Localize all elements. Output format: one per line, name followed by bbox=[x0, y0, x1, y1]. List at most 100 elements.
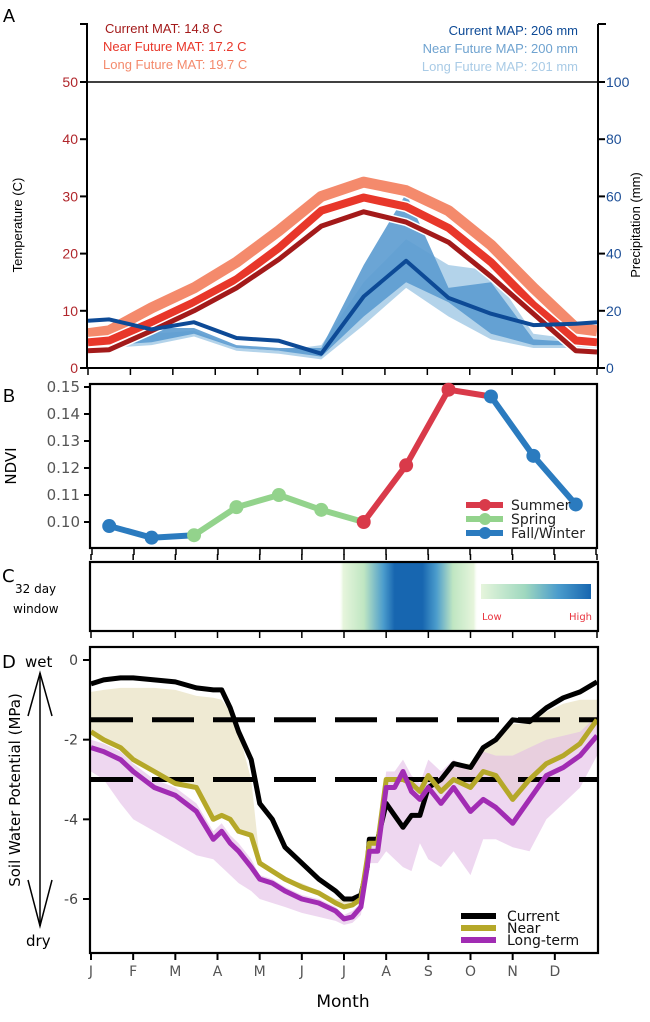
dry-label: dry bbox=[26, 932, 51, 950]
precip-tick-label: 60 bbox=[606, 188, 622, 204]
soil-tick-label: -2 bbox=[64, 733, 78, 749]
wet-dry-arrow bbox=[27, 670, 53, 929]
precip-band-near-future bbox=[88, 193, 597, 357]
ndvi-tick-label: 0.11 bbox=[47, 486, 80, 504]
panel-c: C 32 day window Low High bbox=[2, 554, 600, 638]
precipitation-lines bbox=[87, 258, 598, 356]
arrow-up-head-icon bbox=[27, 670, 53, 717]
ndvi-point bbox=[229, 500, 244, 515]
ndvi-point bbox=[356, 515, 371, 529]
month-axis-label: Month bbox=[316, 992, 369, 1012]
panel-b: B 0.10 0.11 0.12 0.13 0.14 0.15 NDVI SummerSp… bbox=[2, 378, 599, 555]
ndvi-segment-summer bbox=[360, 386, 452, 525]
panel-a-label: A bbox=[3, 6, 15, 26]
soil-water-axis-label: Soil Water Potential (MPa) bbox=[6, 693, 24, 887]
ndvi-point bbox=[568, 497, 583, 512]
legend-swatch-point bbox=[479, 499, 491, 511]
month-tick-label: J bbox=[88, 964, 93, 980]
month-tick-label: D bbox=[549, 964, 560, 980]
temp-tick-label: 40 bbox=[62, 131, 78, 147]
arrow-down-head-icon bbox=[27, 879, 53, 929]
ndvi-point bbox=[441, 382, 456, 397]
legend-label-near: Near bbox=[507, 921, 541, 937]
current-mat-annotation: Current MAT: 14.8 C bbox=[105, 21, 223, 36]
precip-tick-label: 80 bbox=[606, 131, 622, 147]
legend-label-fall-winter: Fall/Winter bbox=[511, 526, 585, 542]
ndvi-axis-label: NDVI bbox=[2, 447, 20, 484]
ndvi-point bbox=[314, 502, 329, 517]
panel-b-label: B bbox=[3, 386, 15, 406]
month-tick-label: A bbox=[213, 964, 223, 980]
temp-line-long-future bbox=[87, 176, 598, 340]
month-tick-label: M bbox=[254, 964, 266, 980]
precip-band-long-future bbox=[88, 239, 597, 360]
precipitation-axis-label: Precipitation (mm) bbox=[628, 172, 643, 277]
month-tick-label: S bbox=[424, 964, 433, 980]
month-tick-label: M bbox=[169, 964, 181, 980]
panel-d-label: D bbox=[2, 652, 16, 673]
window-label-line-2: window bbox=[13, 602, 59, 616]
precip-tick-label: 20 bbox=[606, 303, 622, 319]
legend-swatch-current bbox=[461, 913, 496, 919]
band-near-range bbox=[91, 687, 597, 907]
precip-tick-label: 0 bbox=[606, 360, 614, 376]
wet-label: wet bbox=[25, 653, 52, 671]
legend-swatch-long-term bbox=[461, 937, 496, 943]
temperature-lines bbox=[87, 175, 598, 356]
window-heat-band bbox=[339, 563, 478, 630]
window-label-line-1: 32 day bbox=[15, 582, 56, 596]
legend-label-long-term: Long-term bbox=[507, 933, 579, 949]
ndvi-tick-label: 0.14 bbox=[47, 405, 80, 423]
colorbar-low-label: Low bbox=[482, 612, 502, 623]
temp-tick-label: 30 bbox=[62, 188, 78, 204]
ndvi-tick-label: 0.15 bbox=[47, 378, 80, 396]
panel-c-ticks bbox=[90, 554, 598, 638]
legend-swatch-point bbox=[479, 527, 491, 539]
temp-tick-label: 50 bbox=[62, 74, 78, 90]
long-future-mat-annotation: Long Future MAT: 19.7 C bbox=[103, 57, 247, 72]
ndvi-tick-label: 0.12 bbox=[47, 459, 80, 477]
near-future-map-annotation: Near Future MAP: 200 mm bbox=[423, 41, 578, 56]
soil-water-bands bbox=[91, 687, 597, 925]
ndvi-lines bbox=[102, 382, 583, 545]
ndvi-point bbox=[187, 528, 202, 543]
ndvi-tick-label: 0.10 bbox=[47, 513, 80, 531]
precipitation-bands bbox=[88, 193, 597, 360]
precip-tick-label: 40 bbox=[606, 246, 622, 262]
soil-tick-label: -4 bbox=[64, 812, 78, 828]
temperature-axis-label: Temperature (C) bbox=[10, 178, 25, 273]
soil-tick-label: 0 bbox=[69, 653, 78, 669]
precip-line-current bbox=[87, 258, 598, 356]
soil-line-long-term bbox=[90, 734, 599, 922]
legend-label-summer: Summer bbox=[511, 498, 571, 514]
month-tick-label: O bbox=[465, 964, 476, 980]
panel-d-ticks: 0 -2 -4 -6 J F M A M J J A S O N D bbox=[64, 653, 560, 980]
legend-label-current: Current bbox=[507, 909, 560, 925]
ndvi-point bbox=[102, 519, 117, 534]
colorbar bbox=[481, 584, 591, 599]
month-tick-label: A bbox=[381, 964, 391, 980]
temp-line-near-future bbox=[87, 193, 598, 347]
temp-tick-label: 0 bbox=[70, 360, 78, 376]
ndvi-point bbox=[144, 530, 159, 545]
temp-tick-label: 10 bbox=[62, 303, 78, 319]
panel-c-label: C bbox=[2, 566, 15, 587]
threshold-lines bbox=[91, 717, 597, 782]
month-tick-label: J bbox=[299, 964, 304, 980]
panel-a-ticks: 0 10 20 30 40 50 0 20 40 60 80 100 bbox=[62, 74, 629, 376]
legend-swatch-near bbox=[461, 925, 496, 931]
temp-tick-label: 20 bbox=[62, 246, 78, 262]
precip-tick-label: 100 bbox=[606, 74, 630, 90]
ndvi-tick-label: 0.13 bbox=[47, 432, 80, 450]
soil-water-lines bbox=[89, 675, 600, 922]
month-tick-label: J bbox=[341, 964, 346, 980]
month-tick-label: F bbox=[129, 964, 137, 980]
soil-tick-label: -6 bbox=[64, 892, 78, 908]
near-future-mat-annotation: Near Future MAT: 17.2 C bbox=[103, 39, 247, 54]
ndvi-segment-summer bbox=[445, 386, 494, 400]
ndvi-point bbox=[483, 389, 498, 404]
long-future-map-annotation: Long Future MAP: 201 mm bbox=[422, 59, 578, 74]
